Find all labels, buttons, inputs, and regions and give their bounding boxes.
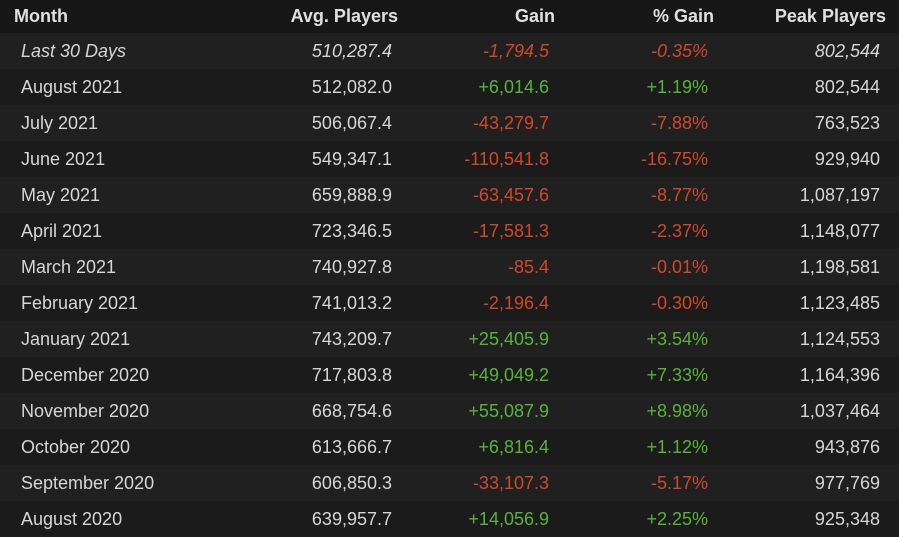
peak-players-cell: 929,940 bbox=[814, 149, 880, 169]
gain-cell: -85.4 bbox=[507, 257, 549, 277]
percent-gain-cell: +2.25% bbox=[646, 509, 708, 529]
percent-gain-cell: +8.98% bbox=[646, 401, 708, 421]
table-row: June 2021 549,347.1 -110,541.8 -16.75% 929,9… bbox=[0, 141, 899, 177]
month-cell: February 2021 bbox=[21, 293, 139, 313]
gain-cell: +6,014.6 bbox=[478, 77, 549, 97]
peak-players-cell: 925,348 bbox=[814, 509, 880, 529]
month-cell: August 2020 bbox=[21, 509, 123, 529]
month-cell: July 2021 bbox=[21, 113, 99, 133]
gain-cell: -33,107.3 bbox=[472, 473, 549, 493]
month-cell: November 2020 bbox=[21, 401, 150, 421]
month-cell: December 2020 bbox=[21, 365, 150, 385]
gain-cell: +14,056.9 bbox=[468, 509, 549, 529]
percent-gain-cell: -0.30% bbox=[650, 293, 708, 313]
percent-gain-cell: -8.77% bbox=[650, 185, 708, 205]
column-header: Month bbox=[14, 6, 68, 26]
percent-gain-cell: +7.33% bbox=[646, 365, 708, 385]
gain-cell: -17,581.3 bbox=[472, 221, 549, 241]
table-row: November 2020 668,754.6 +55,087.9 +8.98% 1,0… bbox=[0, 393, 899, 429]
table-row: August 2020 639,957.7 +14,056.9 +2.25% 925,3… bbox=[0, 501, 899, 537]
month-cell: August 2021 bbox=[21, 77, 123, 97]
table-row: December 2020 717,803.8 +49,049.2 +7.33% 1,1… bbox=[0, 357, 899, 393]
table-row: September 2020 606,850.3 -33,107.3 -5.17% 97… bbox=[0, 465, 899, 501]
avg-players-cell: 613,666.7 bbox=[311, 437, 392, 457]
avg-players-cell: 743,209.7 bbox=[311, 329, 392, 349]
column-header: % Gain bbox=[652, 6, 714, 26]
avg-players-cell: 510,287.4 bbox=[311, 41, 392, 61]
month-cell: April 2021 bbox=[21, 221, 103, 241]
peak-players-cell: 802,544 bbox=[814, 41, 880, 61]
avg-players-cell: 668,754.6 bbox=[311, 401, 392, 421]
gain-cell: -43,279.7 bbox=[472, 113, 549, 133]
column-header: Gain bbox=[514, 6, 555, 26]
table-row: January 2021 743,209.7 +25,405.9 +3.54% 1,12… bbox=[0, 321, 899, 357]
peak-players-cell: 1,037,464 bbox=[799, 401, 880, 421]
month-cell: March 2021 bbox=[21, 257, 117, 277]
table-row: May 2021 659,888.9 -63,457.6 -8.77% 1,087,19… bbox=[0, 177, 899, 213]
gain-cell: -63,457.6 bbox=[472, 185, 549, 205]
peak-players-cell: 1,164,396 bbox=[799, 365, 880, 385]
percent-gain-cell: -16.75% bbox=[640, 149, 708, 169]
peak-players-cell: 943,876 bbox=[814, 437, 880, 457]
avg-players-cell: 549,347.1 bbox=[311, 149, 392, 169]
percent-gain-cell: +1.19% bbox=[646, 77, 708, 97]
table-row: Last 30 Days 510,287.4 -1,794.5 -0.35% 802,5… bbox=[0, 33, 899, 69]
peak-players-cell: 763,523 bbox=[814, 113, 880, 133]
table-row: October 2020 613,666.7 +6,816.4 +1.12% 943,8… bbox=[0, 429, 899, 465]
column-header: Avg. Players bbox=[290, 6, 398, 26]
peak-players-cell: 977,769 bbox=[814, 473, 880, 493]
header-row: Month Avg. Players Gain % Gain Peak Players bbox=[0, 0, 899, 33]
avg-players-cell: 512,082.0 bbox=[311, 77, 392, 97]
gain-cell: -1,794.5 bbox=[482, 41, 549, 61]
percent-gain-cell: +1.12% bbox=[646, 437, 708, 457]
gain-cell: +6,816.4 bbox=[478, 437, 549, 457]
month-cell: September 2020 bbox=[21, 473, 155, 493]
avg-players-cell: 506,067.4 bbox=[311, 113, 392, 133]
percent-gain-cell: -2.37% bbox=[650, 221, 708, 241]
peak-players-cell: 1,087,197 bbox=[799, 185, 880, 205]
avg-players-cell: 741,013.2 bbox=[311, 293, 392, 313]
table-row: April 2021 723,346.5 -17,581.3 -2.37% 1,148,… bbox=[0, 213, 899, 249]
gain-cell: +25,405.9 bbox=[468, 329, 549, 349]
table-row: July 2021 506,067.4 -43,279.7 -7.88% 763,523 bbox=[0, 105, 899, 141]
avg-players-cell: 659,888.9 bbox=[311, 185, 392, 205]
peak-players-cell: 1,148,077 bbox=[799, 221, 880, 241]
month-cell: Last 30 Days bbox=[21, 41, 127, 61]
peak-players-cell: 1,198,581 bbox=[799, 257, 880, 277]
percent-gain-cell: -0.35% bbox=[650, 41, 708, 61]
month-cell: May 2021 bbox=[21, 185, 101, 205]
table-row: March 2021 740,927.8 -85.4 -0.01% 1,198,581 bbox=[0, 249, 899, 285]
table-row: February 2021 741,013.2 -2,196.4 -0.30% 1,12… bbox=[0, 285, 899, 321]
column-header: Peak Players bbox=[774, 6, 886, 26]
peak-players-cell: 1,124,553 bbox=[799, 329, 880, 349]
avg-players-cell: 717,803.8 bbox=[311, 365, 392, 385]
month-cell: June 2021 bbox=[21, 149, 106, 169]
gain-cell: -110,541.8 bbox=[464, 149, 549, 169]
gain-cell: +49,049.2 bbox=[468, 365, 549, 385]
percent-gain-cell: -7.88% bbox=[650, 113, 708, 133]
avg-players-cell: 740,927.8 bbox=[311, 257, 392, 277]
percent-gain-cell: -0.01% bbox=[650, 257, 708, 277]
gain-cell: +55,087.9 bbox=[468, 401, 549, 421]
gain-cell: -2,196.4 bbox=[482, 293, 549, 313]
avg-players-cell: 606,850.3 bbox=[311, 473, 392, 493]
percent-gain-cell: +3.54% bbox=[646, 329, 708, 349]
avg-players-cell: 723,346.5 bbox=[311, 221, 392, 241]
month-cell: January 2021 bbox=[21, 329, 131, 349]
peak-players-cell: 1,123,485 bbox=[799, 293, 880, 313]
percent-gain-cell: -5.17% bbox=[650, 473, 708, 493]
peak-players-cell: 802,544 bbox=[814, 77, 880, 97]
table-row: August 2021 512,082.0 +6,014.6 +1.19% 802,54… bbox=[0, 69, 899, 105]
month-cell: October 2020 bbox=[21, 437, 131, 457]
avg-players-cell: 639,957.7 bbox=[311, 509, 392, 529]
